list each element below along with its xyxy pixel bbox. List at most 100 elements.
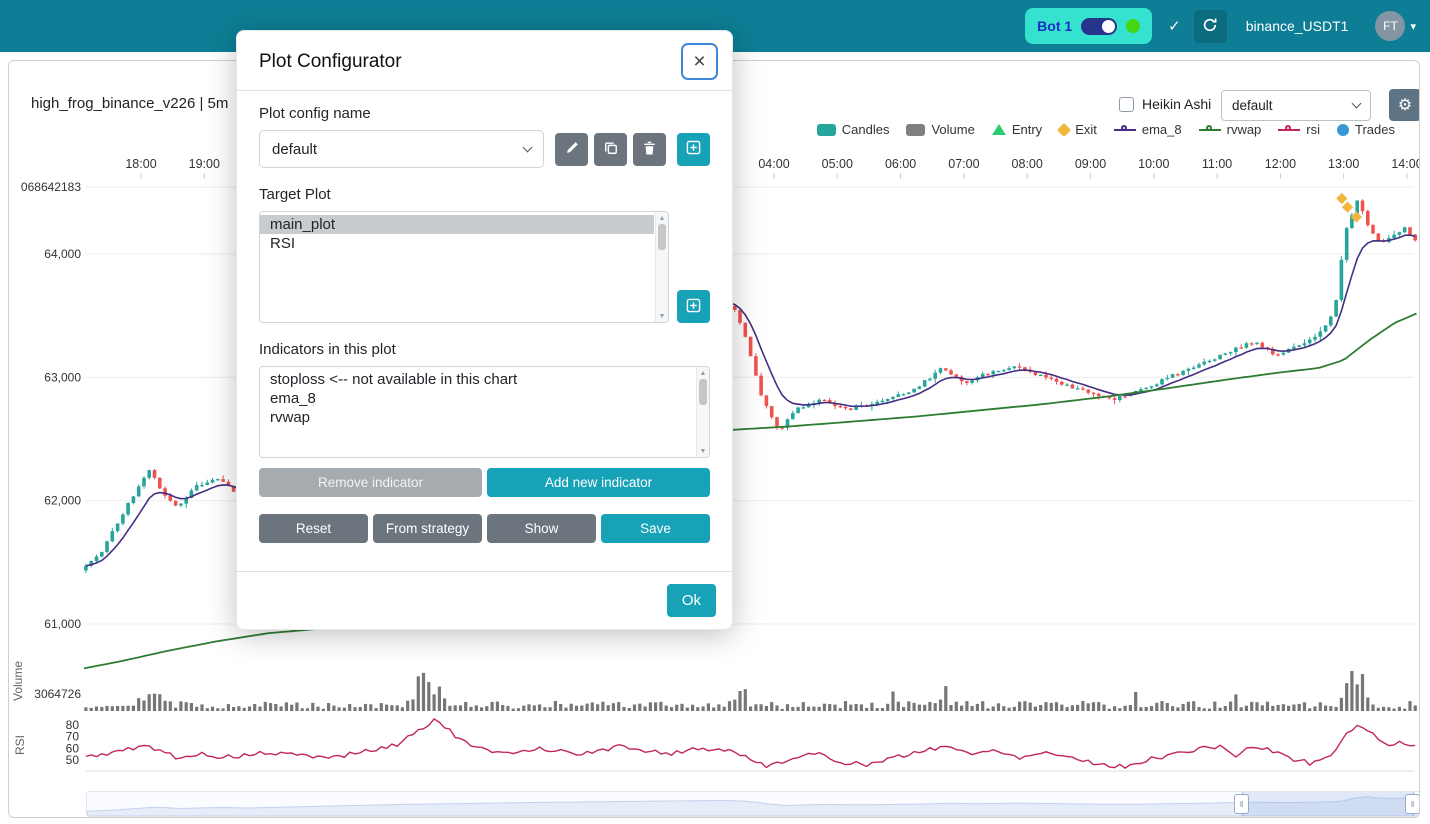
target-plot-option[interactable]: main_plot (260, 215, 654, 234)
modal-footer: Ok (237, 571, 732, 629)
scroll-up-icon[interactable]: ▲ (658, 215, 666, 222)
scrollbar-thumb[interactable] (658, 224, 666, 250)
datazoom-left-handle[interactable]: ‖ (1234, 794, 1249, 814)
config-name-select[interactable]: default (259, 130, 544, 168)
heikin-ashi-checkbox[interactable] (1119, 96, 1134, 112)
modal-header: Plot Configurator × (237, 31, 732, 90)
bot-switch[interactable]: Bot 1 (1025, 8, 1153, 44)
plus-square-icon (686, 140, 701, 158)
duplicate-config-button[interactable] (594, 132, 627, 166)
close-button[interactable]: × (681, 43, 718, 80)
datazoom-selected-window[interactable] (1242, 792, 1414, 816)
bot-switch-label: Bot 1 (1037, 18, 1073, 34)
target-plot-row: main_plot RSI ▲ ▼ (259, 211, 710, 323)
plot-config-name-label: Plot config name (259, 105, 371, 122)
heikin-ashi-control: Heikin Ashi (1119, 96, 1211, 112)
indicators-listbox[interactable]: stoploss <-- not available in this chart… (259, 366, 710, 458)
pencil-icon (565, 141, 579, 158)
check-icon: ✓ (1168, 18, 1181, 35)
datazoom-slider[interactable]: ‖ ‖ (86, 791, 1419, 817)
add-new-indicator-button[interactable]: Add new indicator (487, 468, 710, 497)
copy-icon (604, 141, 618, 158)
svg-text:13:00: 13:00 (1328, 157, 1359, 171)
legend-item-rsi[interactable]: rsi (1278, 122, 1320, 137)
config-actions-row: Reset From strategy Show Save (259, 514, 710, 543)
svg-text:08:00: 08:00 (1012, 157, 1043, 171)
divider (237, 90, 732, 91)
add-plot-button[interactable] (677, 290, 710, 323)
svg-text:Volume: Volume (11, 661, 25, 701)
plot-configurator-modal: Plot Configurator × Plot config name def… (236, 30, 733, 630)
svg-text:19:00: 19:00 (189, 157, 220, 171)
legend-item-entry[interactable]: Entry (991, 122, 1042, 137)
indicator-buttons-row: Remove indicator Add new indicator (259, 468, 710, 497)
save-button[interactable]: Save (601, 514, 710, 543)
ok-button[interactable]: Ok (666, 584, 716, 617)
legend-label: Exit (1075, 122, 1097, 137)
exit-marker-icon (1057, 122, 1072, 137)
from-strategy-button[interactable]: From strategy (373, 514, 482, 543)
bot-online-toggle[interactable] (1081, 17, 1118, 35)
plus-square-icon (686, 298, 701, 316)
ema_8-marker-icon (1113, 124, 1136, 131)
target-plot-label: Target Plot (259, 186, 331, 203)
rsi-marker-icon (1278, 124, 1301, 131)
svg-text:12:00: 12:00 (1265, 157, 1296, 171)
bot-name-dropdown[interactable]: binance_USDT1 (1245, 18, 1349, 34)
trades-marker-icon (1337, 123, 1350, 136)
remove-indicator-button[interactable]: Remove indicator (259, 468, 482, 497)
legend-item-rvwap[interactable]: rvwap (1198, 122, 1262, 137)
indicator-option[interactable]: ema_8 (270, 390, 316, 407)
volume-marker-icon (906, 123, 926, 136)
ring-icon (1285, 124, 1292, 131)
avatar[interactable]: FT (1375, 11, 1406, 41)
indicator-option[interactable]: rvwap (270, 409, 311, 426)
heikin-ashi-label: Heikin Ashi (1142, 96, 1212, 112)
scroll-up-icon[interactable]: ▲ (699, 370, 707, 377)
scrollbar[interactable]: ▲ ▼ (655, 212, 668, 322)
legend-item-volume[interactable]: Volume (906, 122, 975, 137)
target-plot-listbox[interactable]: main_plot RSI ▲ ▼ (259, 211, 669, 323)
legend-item-ema_8[interactable]: ema_8 (1113, 122, 1182, 137)
scroll-down-icon[interactable]: ▼ (699, 448, 707, 455)
legend-item-trades[interactable]: Trades (1337, 122, 1395, 137)
refresh-icon (1202, 17, 1218, 36)
add-config-button[interactable] (677, 132, 710, 166)
svg-text:06:00: 06:00 (885, 157, 916, 171)
legend-item-candles[interactable]: Candles (816, 122, 889, 137)
svg-text:10:00: 10:00 (1138, 157, 1169, 171)
delete-config-button[interactable] (633, 132, 666, 166)
svg-text:11:00: 11:00 (1202, 157, 1232, 171)
datazoom-right-handle[interactable]: ‖ (1405, 794, 1419, 814)
gear-icon: ⚙ (1397, 97, 1413, 114)
legend-label: Trades (1355, 122, 1395, 137)
scrollbar-thumb[interactable] (699, 379, 707, 405)
show-button[interactable]: Show (487, 514, 596, 543)
chart-legend: Candles Volume Entry Exit ema_8 rvwap rsi Trade… (816, 122, 1395, 137)
svg-text:09:00: 09:00 (1075, 157, 1106, 171)
toggle-knob (1102, 19, 1116, 33)
chevron-down-icon: ▾ (1410, 20, 1416, 33)
edit-config-button[interactable] (555, 132, 588, 166)
scroll-down-icon[interactable]: ▼ (658, 313, 666, 320)
svg-text:068642183: 068642183 (21, 180, 81, 194)
svg-text:80: 80 (66, 718, 80, 732)
reset-button[interactable]: Reset (259, 514, 368, 543)
legend-label: rvwap (1226, 122, 1262, 137)
config-name-row: default (259, 130, 710, 168)
scrollbar[interactable]: ▲ ▼ (696, 367, 709, 457)
svg-text:64,000: 64,000 (44, 247, 81, 261)
ring-icon (1120, 124, 1127, 131)
plot-settings-button[interactable]: ⚙ (1389, 89, 1419, 121)
plot-config-select[interactable]: default (1221, 90, 1371, 121)
legend-item-exit[interactable]: Exit (1057, 122, 1097, 137)
indicator-option[interactable]: stoploss <-- not available in this chart (270, 371, 518, 388)
rvwap-marker-icon (1198, 124, 1221, 131)
indicators-label: Indicators in this plot (259, 341, 396, 358)
legend-label: ema_8 (1141, 122, 1182, 137)
refresh-button[interactable] (1193, 9, 1227, 43)
entry-marker-icon (991, 124, 1006, 135)
svg-text:70: 70 (66, 730, 80, 744)
target-plot-option[interactable]: RSI (270, 235, 296, 252)
svg-text:18:00: 18:00 (125, 157, 156, 171)
